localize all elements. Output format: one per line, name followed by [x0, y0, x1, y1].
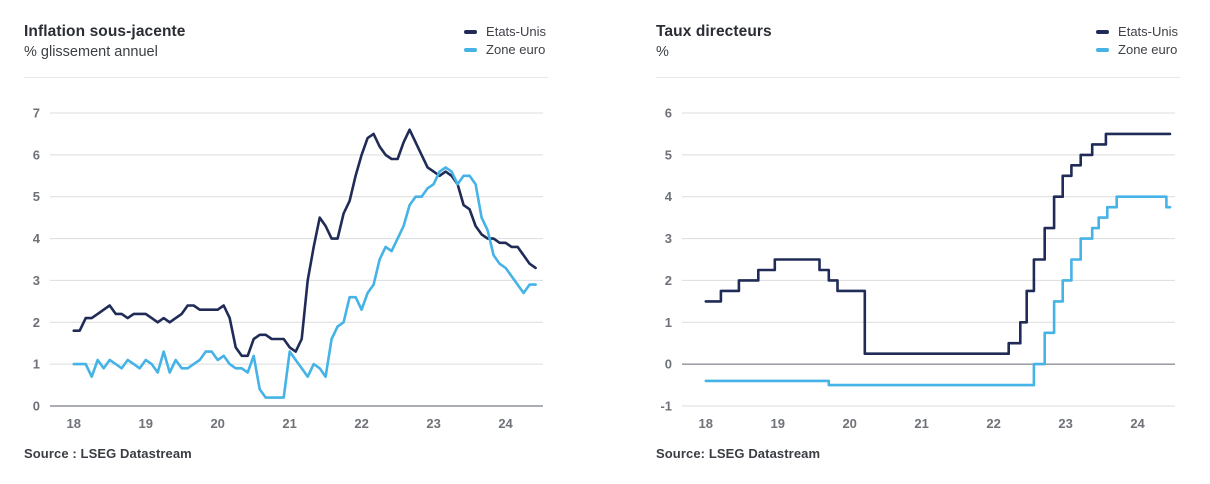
svg-text:23: 23	[1058, 416, 1072, 431]
charts-row: Inflation sous-jacente % glissement annu…	[24, 22, 1180, 461]
legend-dash-icon	[1096, 29, 1110, 34]
panel-policy-rates: Taux directeurs % Etats-Unis Zone euro -…	[656, 22, 1180, 461]
svg-text:0: 0	[33, 399, 40, 414]
panel-header: Inflation sous-jacente % glissement annu…	[24, 22, 548, 78]
panel-core-inflation: Inflation sous-jacente % glissement annu…	[24, 22, 548, 461]
chart-title: Taux directeurs	[656, 23, 772, 40]
svg-text:22: 22	[986, 416, 1000, 431]
chart-title: Inflation sous-jacente	[24, 23, 186, 40]
svg-text:6: 6	[665, 106, 672, 121]
svg-text:4: 4	[665, 189, 673, 204]
panel-header: Taux directeurs % Etats-Unis Zone euro	[656, 22, 1180, 78]
legend-dash-icon	[464, 29, 478, 34]
svg-text:7: 7	[33, 106, 40, 121]
svg-text:24: 24	[1130, 416, 1145, 431]
svg-text:6: 6	[33, 147, 40, 162]
svg-text:18: 18	[699, 416, 713, 431]
legend-label: Zone euro	[1118, 42, 1178, 57]
legend-dash-icon	[464, 47, 478, 52]
svg-text:21: 21	[914, 416, 928, 431]
source-text: Source: LSEG Datastream	[656, 446, 821, 461]
svg-text:19: 19	[770, 416, 784, 431]
svg-text:-1: -1	[660, 399, 672, 414]
svg-text:1: 1	[33, 357, 40, 372]
legend-label: Etats-Unis	[1118, 24, 1178, 39]
svg-text:3: 3	[33, 273, 40, 288]
chart-subtitle: %	[656, 44, 669, 61]
legend-item-zone-euro: Zone euro	[1096, 43, 1178, 56]
svg-text:23: 23	[426, 416, 440, 431]
source-text: Source : LSEG Datastream	[24, 446, 192, 461]
svg-text:24: 24	[498, 416, 513, 431]
chart-legend: Etats-Unis Zone euro	[1096, 25, 1178, 56]
legend-item-zone-euro: Zone euro	[464, 43, 546, 56]
svg-text:4: 4	[33, 231, 41, 246]
chart-legend: Etats-Unis Zone euro	[464, 25, 546, 56]
svg-text:5: 5	[665, 147, 672, 162]
svg-text:20: 20	[842, 416, 856, 431]
svg-text:0: 0	[665, 357, 672, 372]
legend-dash-icon	[1096, 47, 1110, 52]
legend-item-etats-unis: Etats-Unis	[464, 25, 546, 38]
title-block: Taux directeurs %	[656, 22, 772, 63]
svg-text:5: 5	[33, 189, 40, 204]
svg-text:19: 19	[138, 416, 152, 431]
svg-text:3: 3	[665, 231, 672, 246]
title-block: Inflation sous-jacente % glissement annu…	[24, 22, 186, 63]
svg-text:20: 20	[210, 416, 224, 431]
legend-item-etats-unis: Etats-Unis	[1096, 25, 1178, 38]
svg-text:1: 1	[665, 315, 672, 330]
svg-text:18: 18	[67, 416, 81, 431]
legend-label: Zone euro	[486, 42, 546, 57]
svg-text:2: 2	[665, 273, 672, 288]
svg-text:21: 21	[282, 416, 296, 431]
chart-subtitle: % glissement annuel	[24, 44, 158, 61]
legend-label: Etats-Unis	[486, 24, 546, 39]
svg-text:2: 2	[33, 315, 40, 330]
svg-text:22: 22	[354, 416, 368, 431]
